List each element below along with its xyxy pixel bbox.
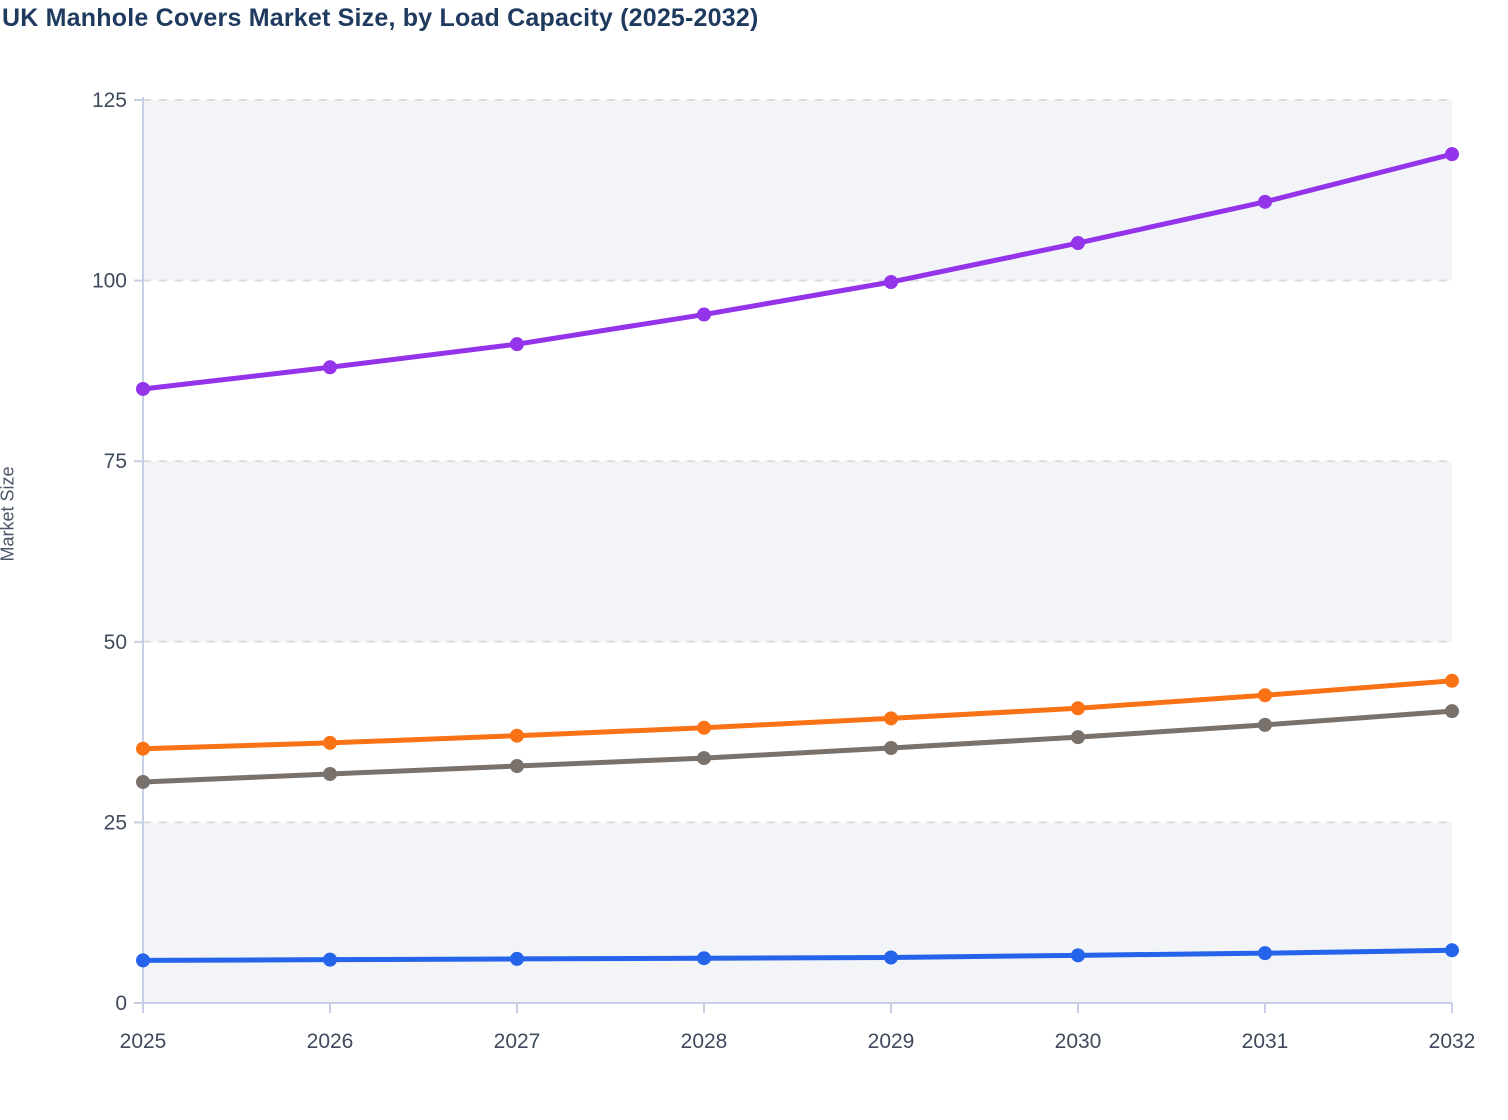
- series-gray-point: [697, 751, 711, 766]
- series-purple-point: [323, 360, 337, 375]
- x-tick-label: 2025: [120, 1030, 167, 1053]
- plot-band: [143, 100, 1452, 281]
- series-orange-point: [323, 735, 337, 750]
- series-orange-line: [140, 678, 1455, 752]
- series-orange-point: [1258, 688, 1272, 703]
- x-tick-label: 2027: [494, 1030, 541, 1053]
- series-gray-point: [510, 759, 524, 774]
- series-purple-point: [1071, 236, 1085, 251]
- y-tick-label: 25: [104, 811, 127, 834]
- series-gray-point: [1258, 717, 1272, 732]
- y-tick-label: 0: [115, 992, 127, 1015]
- x-tick-label: 2028: [681, 1030, 728, 1053]
- chart-title: UK Manhole Covers Market Size, by Load C…: [2, 4, 759, 32]
- series-blue-point: [1071, 948, 1085, 963]
- series-gray-point: [136, 774, 150, 789]
- series-purple-point: [1258, 194, 1272, 209]
- series-gray-point: [1071, 730, 1085, 745]
- x-tick-label: 2031: [1242, 1030, 1289, 1053]
- series-blue-point: [1258, 946, 1272, 961]
- series-purple-point: [884, 275, 898, 290]
- series-purple-point: [1445, 147, 1459, 162]
- y-tick-label: 50: [104, 631, 127, 654]
- y-tick-label: 125: [92, 89, 127, 112]
- plot-band: [143, 461, 1452, 642]
- series-gray-point: [323, 766, 337, 781]
- plot-band: [143, 822, 1452, 1003]
- x-tick-label: 2026: [307, 1030, 354, 1053]
- series-gray-line: [140, 708, 1455, 785]
- series-orange-point: [510, 728, 524, 743]
- x-tick-label: 2032: [1429, 1030, 1476, 1053]
- series-orange-point: [1071, 701, 1085, 716]
- series-blue-point: [510, 951, 524, 966]
- series-orange-point: [136, 741, 150, 756]
- x-tick-label: 2029: [868, 1030, 915, 1053]
- series-gray-point: [1445, 704, 1459, 719]
- series-blue-point: [136, 953, 150, 968]
- series-blue-point: [323, 952, 337, 967]
- series-purple-line: [140, 151, 1455, 392]
- y-tick-label: 100: [92, 270, 127, 293]
- series-orange-point: [697, 720, 711, 735]
- series-blue-point: [1445, 943, 1459, 958]
- series-blue-point: [697, 951, 711, 966]
- series-blue-point: [884, 950, 898, 965]
- series-orange-point: [1445, 673, 1459, 688]
- series-purple-point: [510, 337, 524, 352]
- x-tick-label: 2030: [1055, 1030, 1102, 1053]
- series-blue-line: [140, 947, 1455, 963]
- series-purple-point: [697, 307, 711, 322]
- y-tick-label: 75: [104, 450, 127, 473]
- series-gray-point: [884, 740, 898, 755]
- series-purple-point: [136, 381, 150, 396]
- series-orange-point: [884, 711, 898, 726]
